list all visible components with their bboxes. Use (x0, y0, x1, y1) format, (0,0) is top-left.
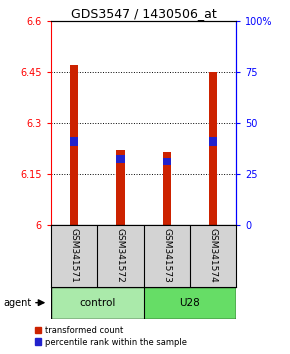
Bar (163, 152, 171, 225)
Bar (97, 225, 144, 287)
Bar (51, 287, 144, 319)
Bar (116, 150, 124, 225)
Text: U28: U28 (180, 298, 200, 308)
Text: GSM341571: GSM341571 (69, 228, 79, 283)
Bar (163, 158, 171, 165)
Bar (209, 72, 217, 225)
Bar (116, 155, 124, 163)
Text: agent: agent (3, 298, 31, 308)
Bar (70, 137, 78, 146)
Text: GSM341574: GSM341574 (209, 228, 218, 283)
Bar (70, 65, 78, 225)
Text: GSM341573: GSM341573 (162, 228, 171, 283)
Bar (209, 137, 217, 146)
Text: GSM341572: GSM341572 (116, 228, 125, 283)
Bar (51, 225, 97, 287)
Bar (144, 287, 236, 319)
Legend: transformed count, percentile rank within the sample: transformed count, percentile rank withi… (35, 326, 187, 347)
Bar (144, 225, 190, 287)
Text: control: control (79, 298, 115, 308)
Title: GDS3547 / 1430506_at: GDS3547 / 1430506_at (71, 7, 216, 20)
Bar (190, 225, 236, 287)
